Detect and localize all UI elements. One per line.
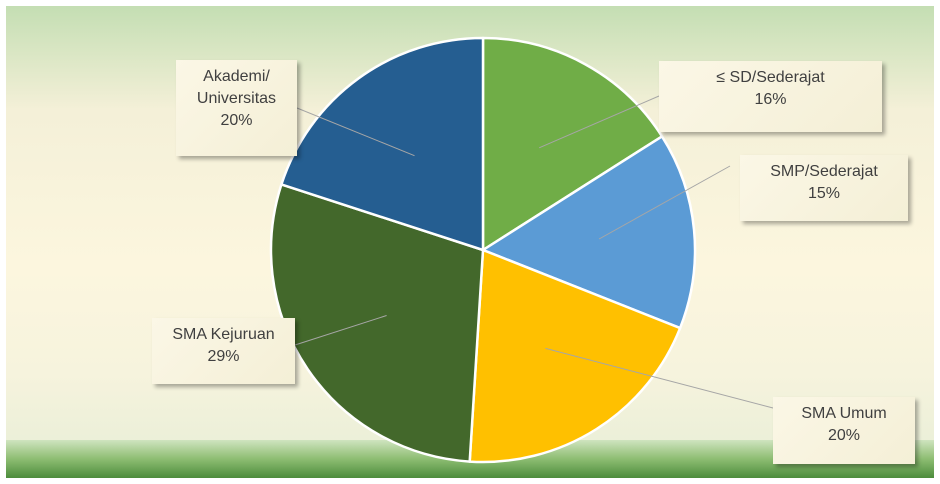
data-label-akademi-value: 20% xyxy=(220,112,253,129)
pie-slice-smp xyxy=(481,135,697,330)
pie-slice-akademi xyxy=(280,36,485,252)
data-label-akademi: Akademi/ Universitas 20% xyxy=(176,60,297,156)
data-label-sma-umum-name: SMA Umum xyxy=(801,405,887,422)
data-label-smp: SMP/Sederajat 15% xyxy=(740,155,908,221)
data-label-akademi-name: Akademi/ Universitas xyxy=(196,68,277,107)
data-label-sd-value: 16% xyxy=(754,91,787,108)
leader-line-smp xyxy=(598,165,731,240)
data-label-smp-value: 15% xyxy=(807,185,841,202)
data-label-sma-kejuruan-name: SMA Kejuruan xyxy=(172,326,275,343)
leader-line-akademi xyxy=(296,107,415,157)
leader-line-sma-umum xyxy=(545,347,774,409)
data-label-sma-kejuruan: SMA Kejuruan 29% xyxy=(152,318,295,384)
leader-line-sma-kejuruan xyxy=(294,315,387,346)
data-label-sd: ≤ SD/Sederajat 16% xyxy=(659,61,882,132)
pie-slice-sma-kejuruan xyxy=(269,183,485,463)
data-label-sma-kejuruan-value: 29% xyxy=(207,348,240,365)
pie-slice-sd xyxy=(481,36,664,252)
data-label-sma-umum: SMA Umum 20% xyxy=(773,397,915,464)
data-label-sd-name: ≤ SD/Sederajat xyxy=(716,69,825,86)
leader-line-sd xyxy=(539,95,660,149)
data-label-smp-name: SMP/Sederajat xyxy=(770,163,878,180)
data-label-sma-umum-value: 20% xyxy=(827,427,861,444)
